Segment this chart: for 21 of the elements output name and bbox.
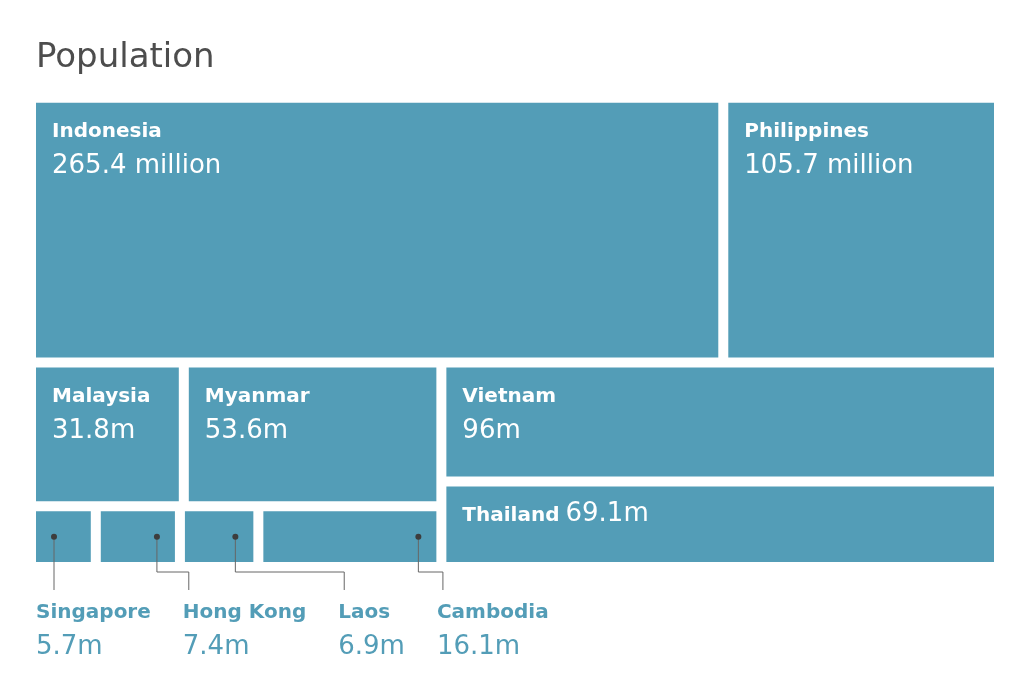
category-label: Cambodia	[436, 599, 549, 623]
data-label: 69.1m	[565, 497, 649, 528]
data-label: 53.6m	[204, 413, 289, 444]
data-label: 31.8m	[52, 413, 136, 444]
data-label: 5.7m	[36, 630, 103, 660]
category-label: Philippines	[744, 117, 869, 142]
data-label: 105.7 million	[744, 148, 914, 179]
category-label: Malaysia	[52, 382, 151, 407]
category-label: Thailand	[462, 502, 560, 527]
category-label: Vietnam	[462, 382, 557, 407]
data-label: 265.4 million	[52, 148, 222, 179]
data-label: 96m	[462, 413, 521, 444]
data-label: 7.4m	[182, 630, 250, 660]
text: Population	[36, 35, 215, 76]
category-label: Myanmar	[204, 382, 310, 407]
category-label: Indonesia	[52, 117, 162, 142]
category-label: Hong Kong	[182, 599, 307, 623]
category-label: Singapore	[36, 599, 151, 623]
category-label: Laos	[338, 599, 391, 623]
data-label: 16.1m	[436, 630, 521, 660]
data-label: 6.9m	[338, 630, 405, 660]
